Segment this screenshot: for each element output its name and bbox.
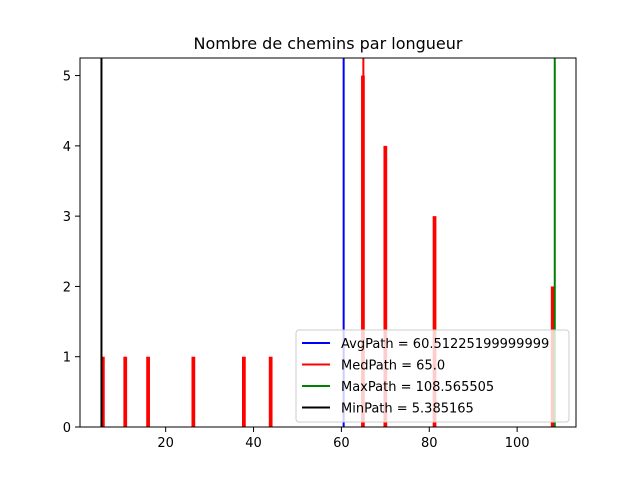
x-tick-label: 20 bbox=[157, 436, 174, 451]
bar bbox=[123, 356, 128, 427]
x-tick-label: 40 bbox=[245, 436, 262, 451]
legend-label: MinPath = 5.385165 bbox=[341, 402, 474, 417]
y-tick-label: 0 bbox=[63, 421, 71, 436]
y-tick-label: 4 bbox=[63, 140, 71, 155]
legend: AvgPath = 60.51225199999999 MedPath = 65.… bbox=[295, 329, 570, 423]
y-tick-label: 3 bbox=[63, 210, 71, 225]
axes-frame bbox=[79, 57, 577, 428]
bar bbox=[268, 356, 273, 427]
bar bbox=[383, 145, 388, 427]
bar bbox=[242, 356, 246, 427]
bar bbox=[432, 216, 437, 427]
x-tick-label: 100 bbox=[505, 436, 530, 451]
legend-label: AvgPath = 60.51225199999999 bbox=[341, 337, 549, 352]
bar bbox=[100, 356, 105, 427]
bar bbox=[146, 356, 150, 427]
bar bbox=[191, 356, 196, 427]
chart-title: Nombre de chemins par longueur bbox=[194, 34, 463, 53]
y-tick-label: 1 bbox=[63, 351, 71, 366]
x-tick-label: 60 bbox=[333, 436, 350, 451]
legend-label: MedPath = 65.0 bbox=[341, 359, 445, 374]
y-tick-label: 2 bbox=[63, 280, 71, 295]
y-tick-label: 5 bbox=[63, 70, 71, 85]
axes: 20 40 60 80 100 0 1 2 3 4 5 bbox=[63, 57, 577, 451]
legend-label: MaxPath = 108.565505 bbox=[341, 380, 494, 395]
x-tick-label: 80 bbox=[421, 436, 438, 451]
legend-box bbox=[295, 329, 570, 423]
